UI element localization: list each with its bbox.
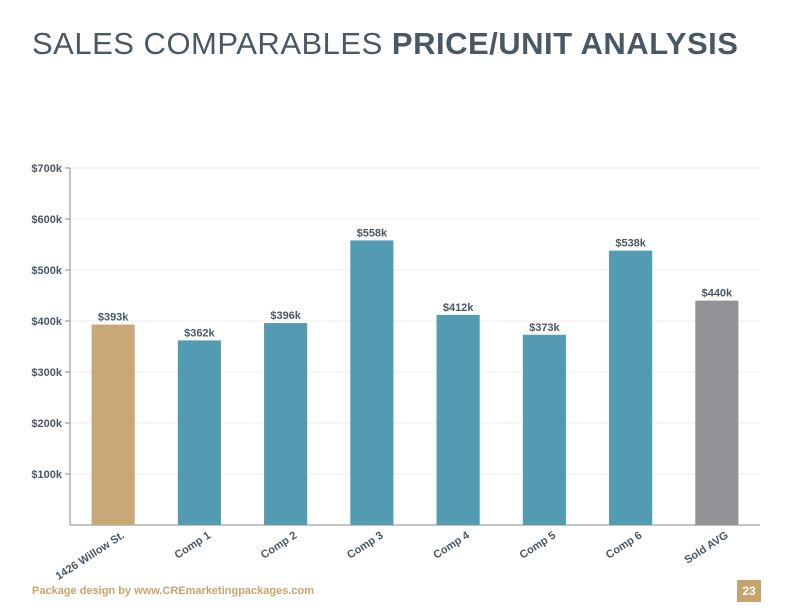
data-label: $558k bbox=[357, 227, 388, 239]
bar bbox=[350, 240, 394, 526]
x-tick-label: Comp 2 bbox=[259, 529, 299, 561]
data-label: $412k bbox=[443, 302, 474, 314]
data-label: $362k bbox=[184, 327, 215, 339]
bar bbox=[609, 250, 653, 525]
data-label: $396k bbox=[270, 310, 301, 322]
x-tick-label: Comp 6 bbox=[604, 529, 644, 561]
data-label: $538k bbox=[615, 238, 646, 250]
bar bbox=[436, 314, 480, 525]
y-tick-label: $600k bbox=[31, 214, 62, 226]
x-tick-label: 1426 Willow St. bbox=[54, 529, 127, 582]
y-tick-label: $400k bbox=[31, 316, 62, 328]
y-tick-label: $300k bbox=[31, 367, 62, 379]
bar bbox=[91, 324, 135, 525]
y-tick-label: $500k bbox=[31, 265, 62, 277]
y-tick-label: $200k bbox=[31, 418, 62, 430]
title-light: SALES COMPARABLES bbox=[32, 26, 392, 61]
title-bold: PRICE/UNIT ANALYSIS bbox=[391, 26, 739, 61]
bars bbox=[91, 240, 739, 526]
y-tick-label: $700k bbox=[31, 163, 62, 175]
data-label: $373k bbox=[529, 322, 560, 334]
axes bbox=[65, 167, 760, 526]
page-title: SALES COMPARABLES PRICE/UNIT ANALYSIS bbox=[32, 26, 738, 62]
x-tick-label: Comp 4 bbox=[431, 529, 472, 562]
x-tick-label: Comp 1 bbox=[173, 529, 213, 561]
y-tick-label: $100k bbox=[31, 469, 62, 481]
bar bbox=[177, 340, 221, 525]
grid-lines bbox=[70, 167, 760, 475]
data-label: $440k bbox=[702, 288, 733, 300]
footer-credit: Package design by www.CREmarketingpackag… bbox=[32, 585, 315, 597]
bar bbox=[522, 334, 566, 525]
x-tick-label: Sold AVG bbox=[682, 529, 730, 566]
x-tick-label: Comp 5 bbox=[518, 529, 558, 561]
bar bbox=[695, 300, 739, 525]
bar bbox=[264, 323, 308, 525]
x-tick-label: Comp 3 bbox=[345, 529, 385, 561]
page-number: 23 bbox=[737, 580, 761, 602]
data-label: $393k bbox=[98, 312, 129, 324]
